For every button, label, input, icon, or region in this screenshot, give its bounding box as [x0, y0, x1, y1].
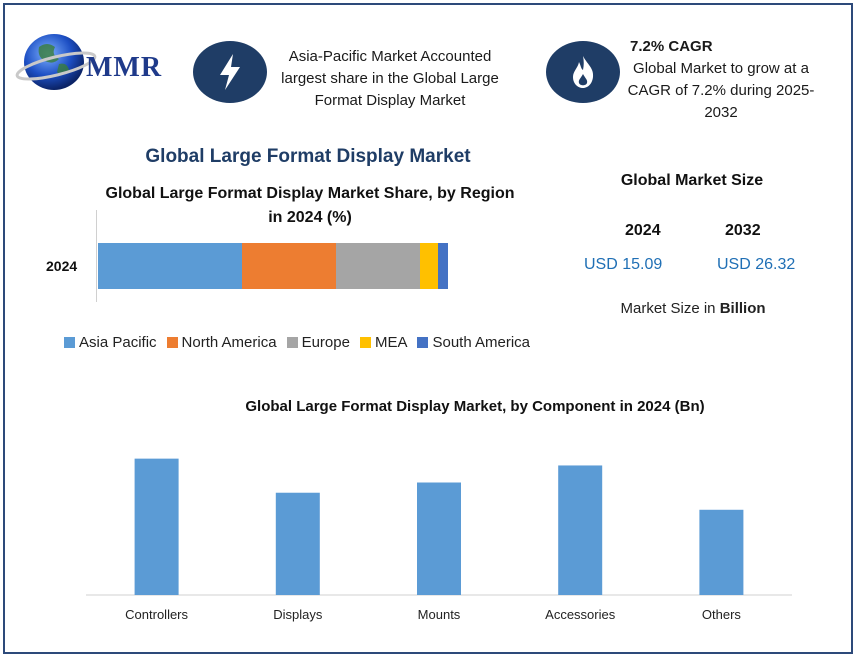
- info-asia-pacific: Asia-Pacific Market Accounted largest sh…: [281, 48, 499, 109]
- legend-swatch: [286, 337, 298, 348]
- legend-swatch: [417, 337, 429, 348]
- region-stacked-bar: [98, 243, 448, 289]
- region-segment-europe: [336, 243, 420, 289]
- region-bar-category: 2024: [46, 258, 78, 274]
- component-chart-title: Global Large Format Display Market, by C…: [245, 398, 705, 415]
- legend-label: MEA: [374, 334, 408, 351]
- logo-text: MMR: [86, 52, 163, 83]
- region-segment-north-america: [241, 243, 336, 289]
- cagr-text: Global Market to grow at a CAGR of 7.2% …: [627, 60, 815, 121]
- mmr-logo: MMR: [14, 22, 174, 92]
- legend-europe: Europe: [286, 334, 350, 351]
- legend-swatch: [64, 337, 75, 348]
- legend-swatch: [166, 337, 178, 348]
- legend-label: South America: [432, 334, 531, 351]
- globe-icon: [15, 34, 97, 90]
- region-chart-title: Global Large Format Display Market Share…: [105, 185, 515, 226]
- legend-north-america: North America: [166, 334, 277, 351]
- legend-asia-pacific: Asia Pacific: [64, 334, 157, 351]
- year-2032: 2032: [725, 222, 761, 239]
- legend-label: Europe: [301, 334, 350, 351]
- legend-mea: MEA: [359, 334, 408, 351]
- unit-prefix: Market Size in: [620, 300, 720, 317]
- year-2024: 2024: [625, 222, 661, 239]
- market-size-unit: Market Size in Billion: [598, 300, 788, 317]
- infographic-frame: [3, 3, 853, 654]
- region-segment-asia-pacific: [98, 243, 242, 289]
- cagr-title: 7.2% CAGR: [630, 38, 713, 55]
- market-value-2024: USD 15.09: [584, 256, 663, 273]
- unit-bold: Billion: [719, 300, 766, 317]
- flame-icon: [546, 41, 620, 103]
- main-title: Global Large Format Display Market: [145, 146, 471, 167]
- region-segment-mea: [420, 243, 438, 289]
- legend-label: Asia Pacific: [79, 334, 157, 351]
- region-bar-axis: [96, 210, 97, 302]
- legend-swatch: [359, 337, 371, 348]
- market-size-title: Global Market Size: [620, 172, 764, 189]
- legend-label: North America: [181, 334, 277, 351]
- region-segment-south-america: [437, 243, 448, 289]
- region-legend: Asia Pacific North America Europe MEA So…: [64, 334, 530, 351]
- legend-south-america: South America: [417, 334, 530, 351]
- market-value-2032: USD 26.32: [717, 256, 796, 273]
- lightning-icon: [193, 41, 267, 103]
